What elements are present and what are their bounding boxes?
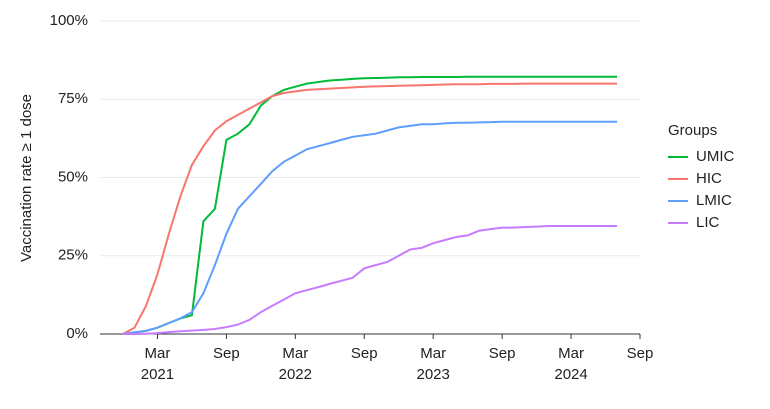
x-tick-label: Sep: [213, 345, 240, 362]
y-tick-label: 0%: [66, 325, 88, 342]
x-tick-label: Mar: [145, 345, 171, 362]
y-tick-label: 75%: [58, 90, 88, 107]
x-tick-label: Mar: [420, 345, 446, 362]
legend-label: UMIC: [696, 148, 734, 165]
y-tick-label: 100%: [50, 12, 88, 29]
y-axis-label: Vaccination rate ≥ 1 dose: [18, 94, 35, 262]
x-tick-year: 2021: [141, 366, 174, 383]
x-tick-label: Sep: [489, 345, 516, 362]
y-tick-label: 25%: [58, 247, 88, 264]
series-line: [122, 120, 617, 335]
legend-title: Groups: [668, 122, 717, 139]
legend-label: HIC: [696, 170, 722, 187]
legend-label: LIC: [696, 214, 720, 231]
series-line: [122, 75, 617, 335]
x-tick-year: 2023: [417, 366, 450, 383]
x-tick-label: Sep: [627, 345, 654, 362]
series-line: [123, 225, 617, 335]
y-tick-label: 50%: [58, 168, 88, 185]
x-tick-year: 2022: [279, 366, 312, 383]
x-tick-year: 2024: [554, 366, 587, 383]
legend-label: LMIC: [696, 192, 732, 209]
x-tick-label: Sep: [351, 345, 378, 362]
x-tick-label: Mar: [282, 345, 308, 362]
x-tick-label: Mar: [558, 345, 584, 362]
series-line: [122, 82, 617, 335]
